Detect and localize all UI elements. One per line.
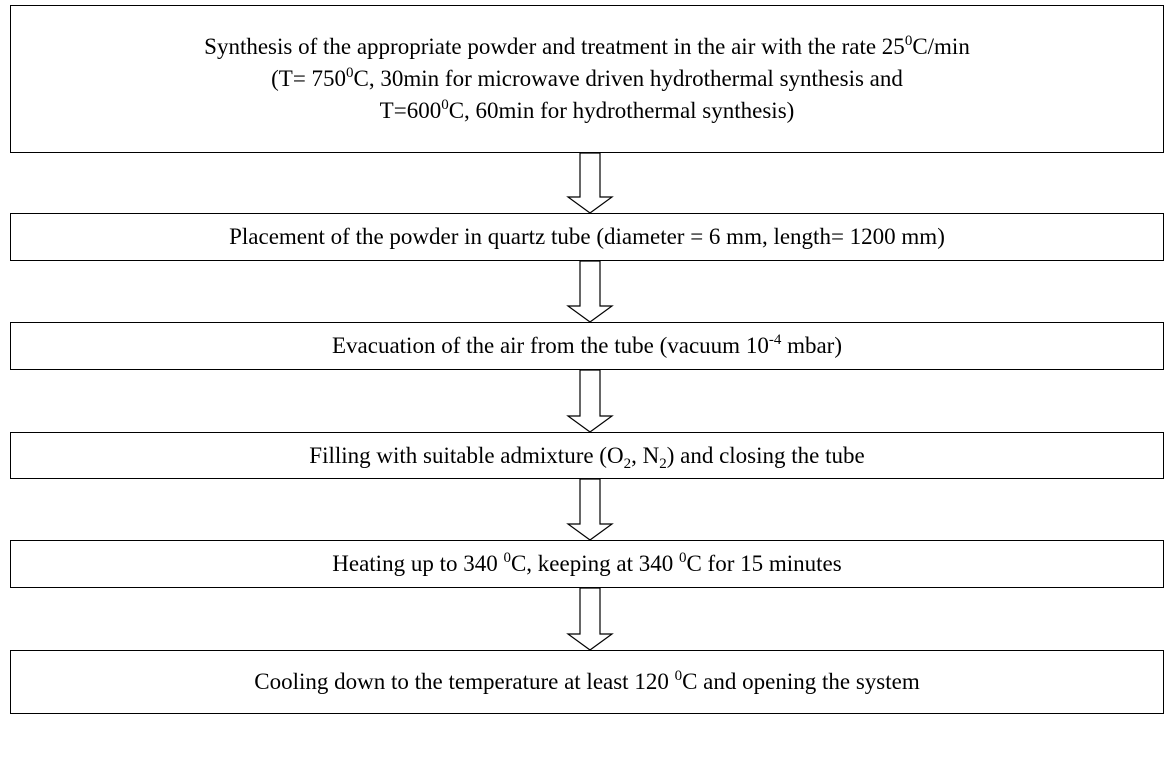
step-text: C and opening the system [682, 669, 920, 694]
step-text: C, 30min for microwave driven hydrotherm… [353, 66, 903, 91]
step-box: Heating up to 340 0C, keeping at 340 0C … [10, 540, 1164, 588]
step-line: Filling with suitable admixture (O2, N2)… [309, 440, 864, 472]
step-box: Synthesis of the appropriate powder and … [10, 5, 1164, 153]
arrow [566, 369, 614, 433]
step-text: C, 60min for hydrothermal synthesis) [448, 98, 795, 123]
step-text: T=600 [379, 98, 442, 123]
step-text: Synthesis of the appropriate powder and … [204, 34, 905, 59]
step-line: Synthesis of the appropriate powder and … [204, 31, 970, 63]
step-text: (T= 750 [271, 66, 347, 91]
step-text: Evacuation of the air from the tube (vac… [331, 333, 769, 358]
step-text: Filling with suitable admixture (O [309, 442, 624, 468]
step-text: , N [631, 442, 660, 468]
step-text: C for 15 minutes [686, 551, 842, 576]
step-line: (T= 7500C, 30min for microwave driven hy… [271, 63, 903, 95]
step-line: Cooling down to the temperature at least… [254, 666, 919, 698]
arrow [566, 587, 614, 651]
step-line: T=6000C, 60min for hydrothermal synthesi… [380, 95, 795, 127]
step-box: Evacuation of the air from the tube (vac… [10, 322, 1164, 370]
superscript: 0 [678, 550, 687, 566]
superscript: 0 [503, 550, 511, 566]
superscript: 0 [904, 33, 913, 49]
step-line: Evacuation of the air from the tube (vac… [332, 330, 842, 362]
superscript: 0 [441, 97, 449, 113]
arrow [566, 152, 614, 214]
step-text: C/min [912, 34, 970, 59]
superscript: -4 [768, 332, 782, 348]
step-box: Filling with suitable admixture (O2, N2)… [10, 432, 1164, 479]
step-text: mbar) [781, 333, 842, 358]
step-box: Cooling down to the temperature at least… [10, 650, 1164, 714]
step-text: C, keeping at 340 [510, 551, 679, 576]
step-box: Placement of the powder in quartz tube (… [10, 213, 1164, 261]
step-text: ) and closing the tube [666, 442, 865, 468]
arrow [566, 478, 614, 541]
step-text: Cooling down to the temperature at least… [254, 669, 675, 694]
step-text: Heating up to 340 [332, 551, 504, 576]
superscript: 0 [674, 668, 683, 684]
step-text: Placement of the powder in quartz tube (… [229, 224, 945, 249]
step-line: Placement of the powder in quartz tube (… [229, 221, 945, 253]
subscript: 2 [659, 455, 667, 472]
arrow [566, 260, 614, 323]
superscript: 0 [346, 65, 354, 81]
subscript: 2 [623, 455, 632, 472]
step-line: Heating up to 340 0C, keeping at 340 0C … [332, 548, 841, 580]
